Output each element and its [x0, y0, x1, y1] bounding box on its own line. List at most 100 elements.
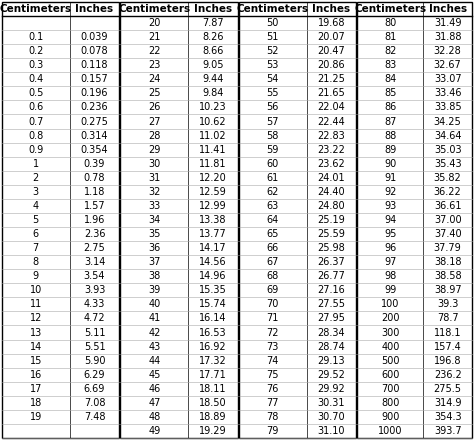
Text: 61: 61	[267, 173, 279, 183]
Text: 0.354: 0.354	[81, 145, 109, 154]
Text: 0.1: 0.1	[28, 32, 44, 42]
Text: 31.49: 31.49	[434, 18, 461, 28]
Text: 99: 99	[384, 285, 397, 295]
Text: 0.039: 0.039	[81, 32, 108, 42]
Text: 94: 94	[384, 215, 397, 225]
Text: Centimeters: Centimeters	[0, 4, 72, 14]
Text: 96: 96	[384, 243, 397, 253]
Text: 400: 400	[381, 341, 400, 352]
Text: 17: 17	[29, 384, 42, 394]
Text: Centimeters: Centimeters	[237, 4, 309, 14]
Text: 58: 58	[266, 131, 279, 140]
Text: 0.7: 0.7	[28, 117, 44, 127]
Text: 66: 66	[267, 243, 279, 253]
Text: 33.85: 33.85	[434, 103, 462, 113]
Text: 45: 45	[148, 370, 161, 380]
Text: 24.80: 24.80	[318, 201, 346, 211]
Text: 89: 89	[384, 145, 397, 154]
Text: 4.72: 4.72	[84, 313, 105, 323]
Text: 67: 67	[266, 257, 279, 267]
Text: 39: 39	[148, 285, 160, 295]
Text: 0.314: 0.314	[81, 131, 108, 140]
Text: 73: 73	[266, 341, 279, 352]
Text: 2: 2	[33, 173, 39, 183]
Text: 35.03: 35.03	[434, 145, 462, 154]
Bar	[120, 2, 238, 438]
Text: 48: 48	[148, 412, 160, 422]
Text: 26.37: 26.37	[318, 257, 346, 267]
Text: 23.62: 23.62	[318, 159, 346, 169]
Text: 33: 33	[148, 201, 160, 211]
Text: 12.59: 12.59	[199, 187, 227, 197]
Text: 86: 86	[384, 103, 397, 113]
Text: 71: 71	[266, 313, 279, 323]
Text: 51: 51	[266, 32, 279, 42]
Text: 196.8: 196.8	[434, 356, 461, 366]
Text: 6.69: 6.69	[84, 384, 105, 394]
Text: 0.196: 0.196	[81, 88, 108, 99]
Text: 22.83: 22.83	[318, 131, 346, 140]
Text: 25: 25	[148, 88, 161, 99]
Text: 236.2: 236.2	[434, 370, 462, 380]
Text: 30.31: 30.31	[318, 398, 345, 408]
Text: 0.4: 0.4	[28, 74, 44, 84]
Text: 0.157: 0.157	[81, 74, 109, 84]
Text: 80: 80	[384, 18, 397, 28]
Text: 35: 35	[148, 229, 161, 239]
Text: 78: 78	[266, 412, 279, 422]
Text: 33.07: 33.07	[434, 74, 462, 84]
Text: 85: 85	[384, 88, 397, 99]
Text: 7.08: 7.08	[84, 398, 105, 408]
Text: 15.35: 15.35	[199, 285, 227, 295]
Text: 12.99: 12.99	[199, 201, 227, 211]
Text: 157.4: 157.4	[434, 341, 462, 352]
Text: 83: 83	[384, 60, 397, 70]
Text: 41: 41	[148, 313, 160, 323]
Text: 64: 64	[267, 215, 279, 225]
Text: 600: 600	[381, 370, 400, 380]
Text: 5.90: 5.90	[84, 356, 105, 366]
Text: 16.53: 16.53	[199, 327, 227, 337]
Text: 8.66: 8.66	[202, 46, 224, 56]
Text: 7.48: 7.48	[84, 412, 105, 422]
Text: 0.8: 0.8	[28, 131, 44, 140]
Text: 0.6: 0.6	[28, 103, 44, 113]
Text: 0.078: 0.078	[81, 46, 109, 56]
Text: 37.79: 37.79	[434, 243, 462, 253]
Text: 6: 6	[33, 229, 39, 239]
Text: 2.75: 2.75	[83, 243, 105, 253]
Text: 57: 57	[266, 117, 279, 127]
Text: 53: 53	[266, 60, 279, 70]
Text: 75: 75	[266, 370, 279, 380]
Text: 275.5: 275.5	[434, 384, 462, 394]
Text: 23: 23	[148, 60, 161, 70]
Text: 700: 700	[381, 384, 400, 394]
Text: 200: 200	[381, 313, 400, 323]
Text: 38.18: 38.18	[434, 257, 461, 267]
Text: 36.22: 36.22	[434, 187, 462, 197]
Text: 11.41: 11.41	[199, 145, 227, 154]
Text: 8.26: 8.26	[202, 32, 224, 42]
Text: 38.58: 38.58	[434, 271, 462, 281]
Text: 29.92: 29.92	[318, 384, 346, 394]
Text: 84: 84	[384, 74, 397, 84]
Text: 15: 15	[29, 356, 42, 366]
Text: 10.23: 10.23	[199, 103, 227, 113]
Text: 36: 36	[148, 243, 160, 253]
Text: 18: 18	[30, 398, 42, 408]
Text: 22.04: 22.04	[318, 103, 346, 113]
Text: 62: 62	[266, 187, 279, 197]
Text: 97: 97	[384, 257, 397, 267]
Text: 16: 16	[30, 370, 42, 380]
Text: 21.65: 21.65	[318, 88, 346, 99]
Text: 16.92: 16.92	[199, 341, 227, 352]
Text: 22: 22	[148, 46, 161, 56]
Text: 29: 29	[148, 145, 161, 154]
Text: 31.88: 31.88	[434, 32, 461, 42]
Text: 9.05: 9.05	[202, 60, 224, 70]
Text: 15.74: 15.74	[199, 299, 227, 309]
Text: 18.50: 18.50	[199, 398, 227, 408]
Text: 31: 31	[148, 173, 160, 183]
Text: 118.1: 118.1	[434, 327, 461, 337]
Text: 13.77: 13.77	[199, 229, 227, 239]
